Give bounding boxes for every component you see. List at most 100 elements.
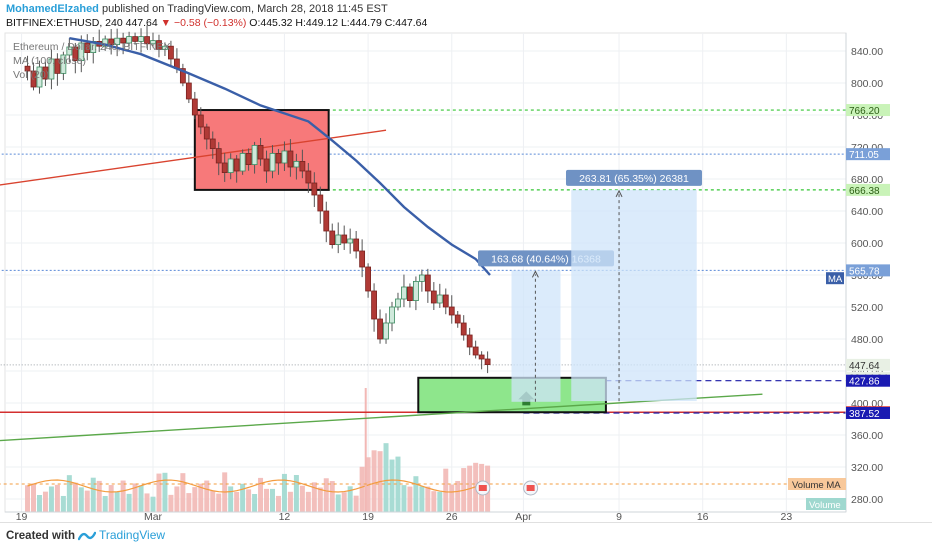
volume-bar — [270, 488, 275, 512]
volume-bar — [401, 485, 407, 512]
volume-bar — [281, 473, 287, 512]
date-tick-label: 26 — [446, 511, 458, 522]
volume-bar — [31, 483, 36, 512]
author-link[interactable]: MohamedElzahed — [6, 3, 99, 15]
volume-bar — [264, 488, 270, 512]
candle-body — [377, 318, 383, 340]
price-tick-label: 680.00 — [851, 174, 883, 186]
publish-info: MohamedElzahed published on TradingView.… — [6, 3, 388, 15]
price-label-last: 447.64 — [849, 361, 880, 372]
footer: Created with TradingView — [0, 522, 932, 551]
volume-bar — [162, 472, 168, 512]
candle-body — [359, 250, 366, 268]
symbol: BITFINEX:ETHUSD, 240 — [6, 17, 123, 29]
volume-bar — [317, 487, 323, 512]
candle-body — [84, 42, 91, 54]
candle-body — [430, 290, 437, 304]
candle-body — [209, 138, 216, 150]
price-label-bg — [846, 104, 890, 117]
legend-vol: Vol (20) — [13, 69, 50, 81]
candle-body — [442, 294, 449, 308]
candle-body — [484, 358, 491, 365]
volume-bar — [174, 486, 180, 512]
volume-bar — [425, 486, 431, 512]
last-price: 447.64 — [125, 17, 158, 29]
volume-bar — [335, 494, 341, 512]
candle-body — [239, 152, 246, 172]
candle-body — [60, 54, 67, 74]
volume-bar — [389, 459, 395, 512]
projection-arrowhead — [615, 189, 623, 198]
volume-bar — [192, 487, 198, 512]
volume-bar — [347, 486, 353, 512]
price-change: ▼ −0.58 (−0.13%) — [160, 17, 247, 29]
price-label-green: 766.20 — [849, 106, 880, 117]
candle-body — [30, 70, 37, 88]
volume-bar — [443, 468, 449, 512]
volume-bar — [138, 485, 144, 512]
volume-bar — [198, 483, 204, 512]
candle-body — [138, 36, 144, 42]
candle-body — [478, 354, 485, 360]
volume-ma-label-bg — [788, 478, 846, 490]
volume-bar — [323, 478, 329, 512]
candle-body — [72, 46, 79, 62]
candle-body — [197, 114, 204, 128]
volume-bar — [66, 475, 72, 512]
volume-bar — [48, 486, 54, 512]
candle-body — [36, 66, 43, 88]
tradingview-link[interactable]: TradingView — [78, 528, 165, 542]
candle-body — [168, 45, 174, 60]
volume-bar — [407, 486, 413, 512]
date-tick-label: 19 — [362, 511, 374, 522]
candle-body — [221, 162, 228, 174]
volume-bar — [54, 484, 60, 512]
volume-bar — [455, 480, 461, 512]
volume-bar — [275, 495, 281, 512]
price-tick-label: 480.00 — [851, 334, 883, 346]
price-label-bg — [846, 148, 890, 161]
candle-body — [466, 334, 473, 348]
volume-bar — [413, 476, 419, 512]
candle-body — [293, 160, 300, 168]
volume-bar — [431, 491, 437, 512]
red-trendline — [0, 129, 387, 186]
candle-body — [287, 150, 294, 168]
candle-body — [215, 148, 222, 164]
candle-body — [120, 37, 127, 44]
ohlc-values: O:445.32 H:449.12 L:444.79 C:447.64 — [249, 17, 428, 29]
flag-icon — [526, 485, 535, 491]
volume-bar — [240, 483, 246, 512]
candle-body — [311, 182, 318, 196]
legend-title: Ethereum / Dollar, 240, BITFINEX — [13, 41, 171, 53]
date-tick-label: 16 — [697, 511, 709, 522]
candle-body — [156, 40, 162, 50]
price-label-bg — [846, 374, 890, 387]
flag-icon — [478, 485, 487, 491]
date-tick-label: 12 — [279, 511, 291, 522]
volume-bar — [383, 443, 389, 512]
candle-body — [48, 58, 55, 80]
date-tick-label: 19 — [16, 511, 28, 522]
price-label-green: 666.38 — [849, 186, 880, 197]
volume-bar — [204, 480, 210, 512]
candle-body — [281, 150, 288, 164]
volume-bar — [114, 491, 120, 512]
volume-bar — [25, 485, 31, 512]
candle-body — [412, 280, 419, 301]
volume-bar — [246, 489, 252, 512]
publish-text: published on TradingView.com, March 28, … — [101, 3, 388, 15]
projection-area — [511, 270, 561, 402]
price-tick-label: 640.00 — [851, 206, 883, 218]
candle-body — [454, 314, 461, 324]
price-label-navy: 387.52 — [849, 409, 880, 420]
candle-body — [395, 298, 401, 308]
candle-body — [191, 98, 198, 116]
volume-bar — [329, 481, 335, 512]
projection-area — [571, 189, 697, 402]
volume-bar — [449, 484, 455, 512]
candle-body — [179, 68, 186, 84]
candle-body — [317, 194, 324, 212]
candle-body — [418, 274, 425, 282]
